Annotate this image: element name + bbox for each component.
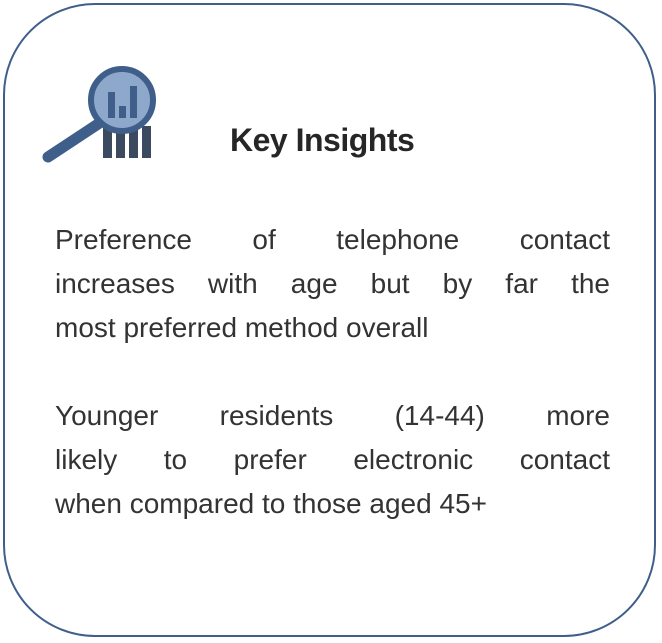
text-line: Preference of telephone contact	[55, 224, 610, 255]
text-line: when compared to those aged 45+	[55, 488, 487, 519]
text-line: likely to prefer electronic contact	[55, 444, 610, 475]
paragraph: Preference of telephone contact increases…	[55, 218, 610, 350]
text-line: Younger residents (14-44) more	[55, 400, 610, 431]
title: Key Insights	[230, 122, 415, 158]
insight-card	[3, 3, 656, 637]
paragraph: Younger residents (14-44) more likely to …	[55, 394, 610, 526]
insight-icon	[42, 66, 156, 163]
text-line: increases with age but by far the	[55, 268, 610, 299]
insights-body: Preference of telephone contact increases…	[55, 218, 610, 570]
text-line: most preferred method overall	[55, 312, 429, 343]
